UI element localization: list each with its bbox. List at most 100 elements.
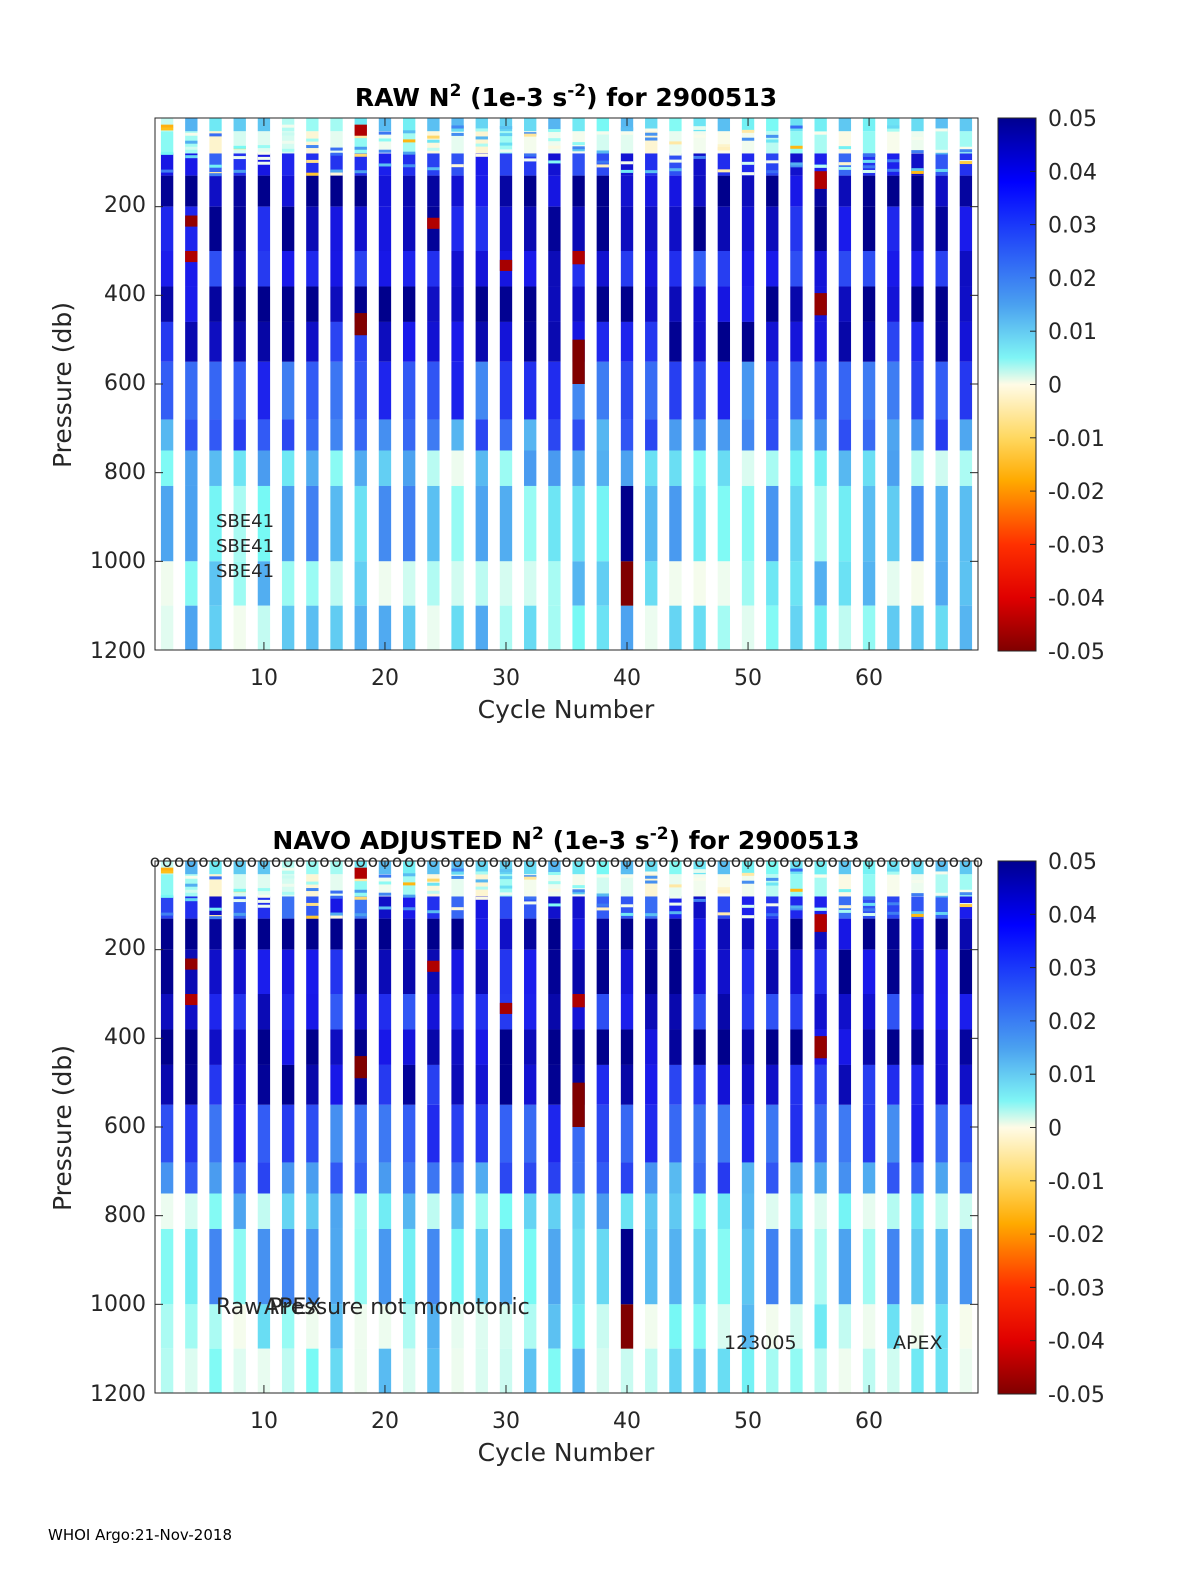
profile-cell xyxy=(935,871,948,875)
profile-cell xyxy=(596,861,609,875)
profile-cell xyxy=(596,160,609,164)
profile-cell xyxy=(887,1228,900,1305)
y-tick-label: 600 xyxy=(104,371,146,396)
profile-cell xyxy=(596,949,609,994)
profile-cell xyxy=(378,419,392,451)
profile-cell xyxy=(402,894,416,898)
profile-cell xyxy=(354,485,367,562)
profile-cell xyxy=(330,419,343,451)
profile-cell xyxy=(959,889,973,893)
profile-cell xyxy=(935,894,948,898)
float-type-annotation: APEX xyxy=(893,1332,942,1354)
profile-cell xyxy=(741,874,755,897)
profile-cell xyxy=(717,251,731,287)
profile-cell xyxy=(645,874,658,897)
profile-cell xyxy=(959,561,973,606)
profile-cell xyxy=(693,251,706,287)
qc-marker: o xyxy=(694,852,704,872)
qc-marker: o xyxy=(936,852,946,872)
colorbar-tick-label: 0.03 xyxy=(1048,957,1097,982)
profile-cell xyxy=(524,1162,537,1194)
profile-cell xyxy=(645,1029,658,1065)
qc-marker: o xyxy=(573,852,583,872)
profile-cell xyxy=(330,1104,343,1163)
profile-cell xyxy=(499,605,513,650)
profile-cell xyxy=(935,485,948,562)
profile-cell xyxy=(911,170,924,174)
profile-cell xyxy=(233,145,246,149)
profile-cell xyxy=(306,1104,319,1163)
profile-cell xyxy=(959,286,973,322)
profile-cell xyxy=(741,1228,755,1305)
profile-cell xyxy=(790,485,803,562)
profile-cell xyxy=(499,918,513,950)
profile-cell xyxy=(185,419,198,451)
profile-cell xyxy=(887,1162,900,1194)
profile-anomaly-cell xyxy=(572,1082,585,1127)
profile-cell xyxy=(645,251,658,287)
profile-cell xyxy=(233,1064,246,1105)
profile-cell xyxy=(281,994,295,1030)
profile-cell xyxy=(790,145,803,149)
colorbar-tick-label: -0.02 xyxy=(1048,1223,1105,1248)
profile-cell xyxy=(935,131,948,154)
profile-cell xyxy=(741,1348,755,1393)
colorbar-tick-label: -0.03 xyxy=(1048,1276,1105,1301)
profile-anomaly-cell xyxy=(814,293,827,316)
profile-cell xyxy=(427,1304,440,1349)
profile-cell xyxy=(669,1064,682,1105)
profile-cell xyxy=(524,419,537,451)
profile-cell xyxy=(766,1304,779,1349)
profile-cell xyxy=(814,321,827,362)
profile-cell xyxy=(645,1228,658,1305)
profile-cell xyxy=(451,361,464,420)
profile-cell xyxy=(160,867,174,871)
profile-cell xyxy=(548,251,561,287)
profile-cell xyxy=(427,1348,440,1393)
profile-cell xyxy=(669,949,682,994)
profile-cell xyxy=(620,1104,634,1163)
profile-cell xyxy=(354,889,367,893)
profile-cell xyxy=(475,361,488,420)
profile-cell xyxy=(354,1193,367,1229)
profile-cell xyxy=(572,949,585,994)
profile-cell xyxy=(281,153,295,176)
profile-cell xyxy=(790,888,803,892)
profile-cell xyxy=(475,896,488,919)
profile-cell xyxy=(548,994,561,1030)
profile-cell xyxy=(330,561,343,606)
profile-cell xyxy=(790,949,803,994)
profile-cell xyxy=(281,148,295,152)
profile-cell xyxy=(185,1193,198,1229)
profile-cell xyxy=(862,169,876,173)
profile-cell xyxy=(257,1064,271,1105)
profile-cell xyxy=(862,918,876,950)
qc-marker: o xyxy=(428,852,438,872)
profile-cell xyxy=(596,874,609,878)
profile-cell xyxy=(451,1348,464,1393)
profile-cell xyxy=(935,206,948,251)
profile-cell xyxy=(862,1348,876,1393)
profile-cell xyxy=(378,881,392,885)
profile-cell xyxy=(887,949,900,994)
profile-cell xyxy=(645,153,658,176)
profile-cell xyxy=(475,251,488,287)
profile-cell xyxy=(402,907,416,911)
profile-cell xyxy=(402,873,416,877)
profile-cell xyxy=(911,419,924,451)
profile-cell xyxy=(499,175,513,207)
profile-cell xyxy=(741,251,755,287)
profile-cell xyxy=(838,118,852,132)
profile-cell xyxy=(959,1348,973,1393)
profile-cell xyxy=(959,861,973,875)
profile-cell xyxy=(572,1162,585,1194)
profile-cell xyxy=(862,1064,876,1105)
profile-cell xyxy=(233,1228,246,1305)
profile-cell xyxy=(959,896,973,919)
profile-cell xyxy=(596,164,609,168)
profile-cell xyxy=(935,949,948,994)
profile-cell xyxy=(620,286,634,322)
profile-cell xyxy=(741,1162,755,1194)
panel-raw: RAW N2 (1e-3 s-2) for 2900513 10 20 30 4… xyxy=(48,81,1105,724)
